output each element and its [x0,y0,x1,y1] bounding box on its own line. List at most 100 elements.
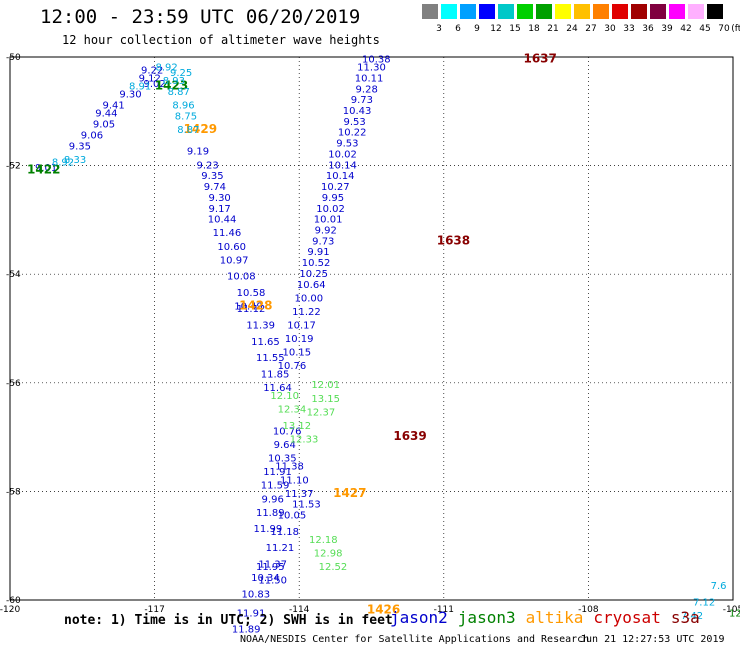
data-point-label: 10.02 [328,149,357,160]
data-point-label: 11.46 [213,228,242,239]
data-point-label: 11.10 [280,475,309,486]
data-point-label: 9.73 [351,95,373,106]
data-point-label: 11.91 [263,467,292,478]
data-point-label: 11.64 [263,383,292,394]
x-tick-label: -108 [578,605,599,615]
y-tick-label: -56 [6,379,21,389]
colorbar-swatch [517,4,533,19]
y-tick-label: -52 [6,162,21,172]
data-point-label: 10.58 [237,288,266,299]
data-point-label: 10.00 [295,293,324,304]
data-point-label: 12.37 [307,407,336,418]
data-point-label: 9.28 [356,84,378,95]
data-point-label: 10.01 [314,215,343,226]
colorbar-tick-label: 24 [566,24,578,34]
data-point-label: 8.93 [163,76,185,87]
colorbar-swatch [631,4,647,19]
data-point-label: 9.22 [141,65,163,76]
data-point-label: 8.75 [175,111,197,122]
colorbar-tick-label: 3 [436,24,442,34]
data-point-label: 12 [729,608,740,619]
data-point-label: 11.85 [261,369,290,380]
data-point-label: 10.97 [220,255,249,266]
data-point-label: 10.49 [234,301,263,312]
data-point-label: 8.91 [129,82,151,93]
y-tick-label: -54 [6,270,21,280]
data-point-label: 10.15 [282,348,311,359]
colorbar-tick-label: 21 [547,24,559,34]
data-point-label: 10.60 [217,242,246,253]
data-point-label: 11.99 [254,524,283,535]
data-point-label: 10.64 [297,280,326,291]
footer-note: note: 1) Time is in UTC; 2) SWH is in fe… [64,613,393,628]
data-point-label: 10.25 [299,269,328,280]
data-point-label: 1638 [437,233,470,247]
colorbar-swatch [555,4,571,19]
data-point-label: 13.12 [282,421,311,432]
data-point-label: 7.42 [681,611,703,622]
data-point-label: 11.95 [256,562,285,573]
colorbar-swatch [479,4,495,19]
data-point-label: 11.53 [292,500,321,511]
colorbar-swatch [574,4,590,19]
data-point-label: 11.37 [285,489,314,500]
data-point-label: 9.44 [95,109,117,120]
data-point-label: 10.76 [278,361,307,372]
colorbar-tick-label: 27 [585,24,597,34]
data-point-label: 13.15 [311,394,340,405]
data-point-label: 8.92 [52,158,74,169]
colorbar-swatch [460,4,476,19]
data-point-label: 8.87 [177,125,199,136]
colorbar-swatch [669,4,685,19]
data-point-label: 9.53 [343,117,365,128]
data-point-label: 11.22 [292,307,321,318]
colorbar-tick-label: 18 [528,24,540,34]
data-point-label: 9.23 [196,160,218,171]
data-point-label: 10.76 [273,426,302,437]
data-point-label: 12.52 [319,562,348,573]
data-point-label: 12.34 [278,405,307,416]
legend-entry: jason2 [390,608,448,627]
data-point-label: 10.83 [241,589,270,600]
data-point-label: 11.37 [258,559,287,570]
data-point-label: 11.65 [251,337,280,348]
data-point-label: 10.34 [251,573,280,584]
data-point-label: 9.06 [81,130,103,141]
data-point-label: 11.39 [246,321,275,332]
colorbar-tick-label: 45 [699,24,711,34]
data-point-label: 12.18 [309,535,338,546]
y-tick-label: -50 [6,53,21,63]
data-point-label: 11.91 [237,608,266,619]
data-point-label: 8.87 [168,87,190,98]
data-point-label: 9.02 [143,79,165,90]
x-tick-label: -111 [434,605,454,615]
colorbar-tick-label: 70 [718,24,730,34]
colorbar-tick-label: 42 [680,24,692,34]
data-point-label: 7.12 [693,597,715,608]
colorbar-tick-label: 9 [474,24,480,34]
data-point-label: 10.27 [321,182,350,193]
satellite-legend: jason2 jason3 altika cryosat s3a [390,608,710,627]
data-point-label: 10.17 [287,321,316,332]
x-tick-label: -105 [723,605,740,615]
data-point-label: 8.92 [156,63,178,74]
colorbar-tick-label: 6 [455,24,461,34]
data-point-label: 9.92 [315,225,337,236]
x-tick-label: -120 [0,605,20,615]
data-point-label: 1422 [27,163,60,177]
data-point-label: 10.19 [285,334,314,345]
data-point-label: 12.98 [314,549,343,560]
footer-timestamp: Jun 21 12:27:53 UTC 2019 [580,634,725,645]
colorbar-swatch [441,4,457,19]
colorbar-swatch [707,4,723,19]
data-point-label: 9.01 [35,163,57,174]
data-point-label: 9.30 [209,193,231,204]
data-point-label: 11.38 [275,462,304,473]
data-point-label: 10.05 [278,511,307,522]
data-point-label: 1427 [333,486,366,500]
colorbar-swatch [536,4,552,19]
data-point-label: 10.38 [362,54,391,65]
legend-entry: cryosat [593,608,661,627]
data-point-label: 9.53 [336,139,358,150]
data-point-label: 9.91 [307,247,329,258]
